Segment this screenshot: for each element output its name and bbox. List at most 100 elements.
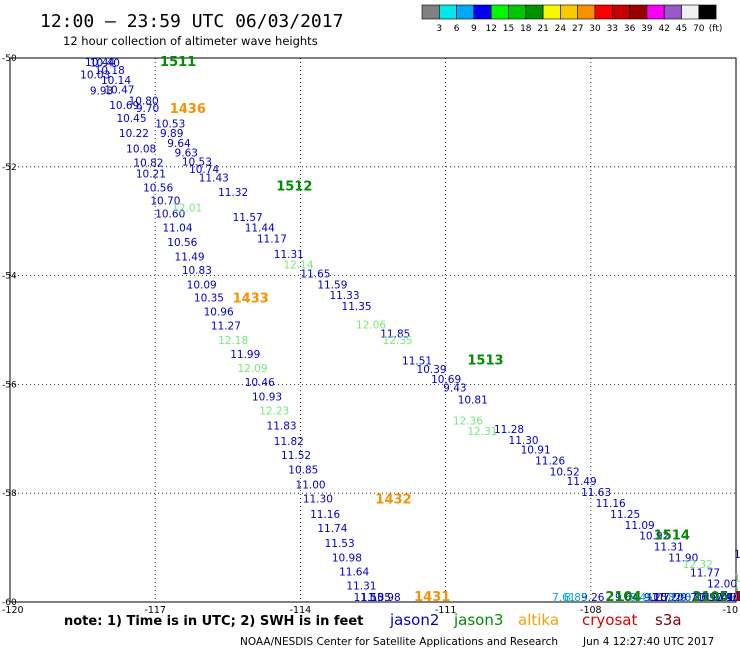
wave-height-value: 11.27 <box>211 321 241 333</box>
wave-height-value: 12.00 <box>707 579 737 591</box>
wave-height-value: 10.47 <box>104 85 134 97</box>
wave-height-value: 10.69 <box>431 374 461 386</box>
wave-height-value: 10.16 <box>678 592 708 604</box>
wave-height-value: 11.31 <box>654 542 684 554</box>
lat-tick-label: -58 <box>2 489 17 499</box>
wave-height-value: 13 <box>734 573 740 585</box>
wave-height-value: 12.32 <box>683 559 713 571</box>
wave-height-value: 10.22 <box>119 128 149 140</box>
wave-height-value: 10.21 <box>695 592 725 604</box>
wave-height-value: 9.64 <box>167 138 191 150</box>
wave-height-value: 11.16 <box>310 509 340 521</box>
wave-height-value: 9.25 <box>644 592 667 604</box>
wave-height-value: 11.35 <box>361 592 391 604</box>
mission-legend: jason2 jason3 altika cryosat s3a <box>389 611 682 629</box>
wave-height-value: 11.64 <box>339 567 369 579</box>
wave-height-value: 12.01 <box>172 203 202 215</box>
wave-height-value: 8.23 <box>668 592 691 604</box>
wave-height-value: 11.74 <box>317 523 347 535</box>
wave-height-value: 10.41 <box>705 592 735 604</box>
wave-height-value: 11.33 <box>329 290 359 302</box>
wave-height-value: 10.81 <box>458 395 488 407</box>
colorbar-label: 45 <box>676 24 687 34</box>
timestamp-text: Jun 4 12:27:40 UTC 2017 <box>582 636 714 648</box>
colorbar-unit: (ft) <box>709 24 723 34</box>
colorbar-label: 9 <box>471 24 477 34</box>
wave-height-value: 11.26 <box>719 592 740 604</box>
wave-height-value: 12.40 <box>734 586 740 598</box>
lon-tick-label: -10 <box>722 605 738 616</box>
wave-height-value: 10.09 <box>187 279 217 291</box>
wave-height-value: 10.96 <box>204 307 234 319</box>
lon-tick-label: -114 <box>290 605 312 616</box>
wave-height-value: 8.45 <box>630 592 653 604</box>
lat-tick-label: -50 <box>2 54 17 64</box>
colorbar-label: 18 <box>520 24 532 34</box>
wave-height-value: 10.91 <box>521 445 551 457</box>
wave-height-value: 10.52 <box>550 466 580 478</box>
colorbar-swatch <box>525 4 544 20</box>
colorbar-label: 70 <box>693 24 705 34</box>
wave-height-value: 11.31 <box>346 581 376 593</box>
wave-height-value: 11.35 <box>342 301 372 313</box>
wave-height-value: 10.93 <box>252 391 282 403</box>
colorbar-label: 6 <box>454 24 460 34</box>
wave-height-value: 11.17 <box>257 234 287 246</box>
grid-lines <box>10 58 736 602</box>
wave-height-value: 9.59 <box>726 592 740 604</box>
wave-height-value: 10.44 <box>85 57 115 69</box>
wave-height-value: 11.32 <box>651 592 681 604</box>
pass-time-label: 1512 <box>276 179 312 194</box>
wave-height-value: 9.71 <box>680 592 703 604</box>
wave-height-value: 10.76 <box>714 592 740 604</box>
pass-time-label: 2105 <box>692 590 728 605</box>
wave-height-value: 10.14 <box>101 75 131 87</box>
wave-height-value: 11.99 <box>230 349 260 361</box>
colorbar-swatch <box>577 4 596 20</box>
wave-height-value: 12.31 <box>467 426 497 438</box>
wave-height-value: 11.77 <box>646 592 676 604</box>
pass-time-label: 2104 <box>605 590 641 605</box>
wave-height-value: 12.36 <box>453 415 483 427</box>
colorbar-swatch <box>438 4 457 20</box>
colorbar-label: 15 <box>503 24 514 34</box>
wave-height-value: 10.56 <box>143 182 173 194</box>
colorbar-swatch <box>681 4 700 20</box>
colorbar-label: 21 <box>537 24 548 34</box>
pass-time-label: 160 <box>734 590 740 605</box>
pass-time-label: 1432 <box>375 493 411 508</box>
colorbar-swatch <box>560 4 579 20</box>
lon-tick-label: -117 <box>144 605 166 616</box>
wave-height-value: 11.25 <box>610 509 640 521</box>
wave-height-value: 11.53 <box>325 538 355 550</box>
lat-tick-label: -52 <box>2 163 17 173</box>
wave-height-value: 7.61 <box>552 592 575 604</box>
wave-height-value: 10.60 <box>155 209 185 221</box>
pass-time-label: 1511 <box>160 55 196 70</box>
colorbar-label: 12 <box>485 24 496 34</box>
pass-time-labels: 1511 1436 1512 1433 1513 1432 1514 1431 2104 2105… <box>160 55 740 605</box>
credit-text: NOAA/NESDIS Center for Satellite Applica… <box>240 636 558 648</box>
map-subtitle: 12 hour collection of altimeter wave hei… <box>63 34 318 48</box>
colorbar-label: 3 <box>436 24 442 34</box>
wave-height-value: 11.52 <box>281 450 311 462</box>
wave-height-value: 11.51 <box>402 355 432 367</box>
wave-height-value: 10.53 <box>155 118 185 130</box>
wave-height-value: 11.09 <box>625 520 655 532</box>
wave-height-value: 11.49 <box>175 252 205 264</box>
wave-height-value: 10.46 <box>245 377 275 389</box>
colorbar-swatch <box>663 4 682 20</box>
wave-height-value: 11.30 <box>509 435 539 447</box>
wave-height-value: 10.40 <box>90 57 120 69</box>
colorbar-swatch <box>542 4 561 20</box>
wave-height-value: 11.83 <box>267 421 297 433</box>
mission-legend-s3a: s3a <box>655 611 682 629</box>
wave-height-value: 10.85 <box>288 464 318 476</box>
wave-height-value: 11.00 <box>296 479 326 491</box>
wave-height-value: 10.45 <box>116 113 146 125</box>
wave-height-value: 10.70 <box>150 196 180 208</box>
wave-height-value: 1 <box>734 592 740 604</box>
colorbar-swatch <box>611 4 630 20</box>
pass-time-label: 1513 <box>467 353 503 368</box>
